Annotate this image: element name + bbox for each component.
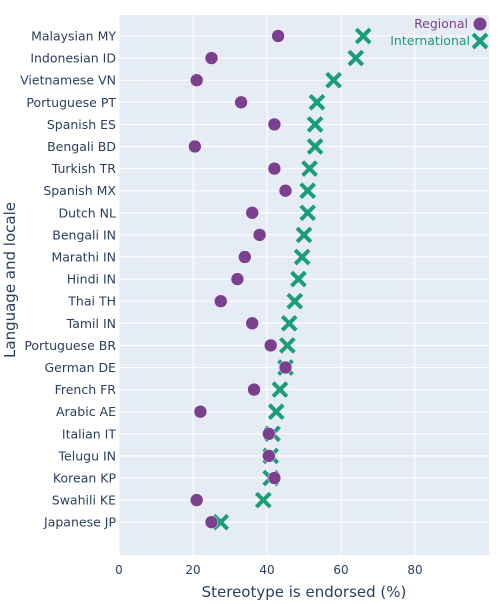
regional-point xyxy=(267,117,282,132)
y-tick-label: Japanese JP xyxy=(43,515,116,530)
regional-point xyxy=(189,73,204,87)
regional-point xyxy=(263,338,278,353)
x-marker-stroke xyxy=(290,270,307,288)
y-tick-label: Tamil IN xyxy=(66,316,116,331)
regional-point xyxy=(204,51,219,65)
international-point xyxy=(290,270,307,288)
x-marker-stroke xyxy=(306,138,324,155)
regional-point xyxy=(267,471,282,485)
y-tick-label: Portuguese BR xyxy=(24,338,116,353)
x-tick-label: 80 xyxy=(407,563,422,577)
international-point xyxy=(267,403,285,421)
x-marker-stroke xyxy=(254,491,272,509)
x-marker-stroke xyxy=(301,160,318,177)
international-point xyxy=(279,337,296,354)
y-tick-label: Swahili KE xyxy=(52,493,116,508)
x-tick-label: 20 xyxy=(185,563,200,577)
regional-point xyxy=(234,95,248,110)
y-tick-label: Hindi IN xyxy=(67,272,116,287)
y-tick-label: Marathi IN xyxy=(51,250,116,265)
regional-point xyxy=(230,272,245,286)
international-point xyxy=(306,116,324,133)
regional-point xyxy=(252,228,267,242)
x-marker-stroke xyxy=(295,226,313,244)
x-marker-stroke xyxy=(267,403,285,421)
international-point xyxy=(301,160,318,177)
regional-point xyxy=(214,294,228,308)
international-point xyxy=(271,381,289,398)
regional-point xyxy=(278,183,293,198)
regional-point xyxy=(262,449,276,463)
y-tick-label: Spanish ES xyxy=(47,117,116,132)
international-point xyxy=(299,204,317,222)
international-point xyxy=(306,138,324,155)
y-tick-label: Korean KP xyxy=(53,471,117,486)
y-tick-label: French FR xyxy=(55,382,117,397)
y-tick-label: Italian IT xyxy=(62,426,116,441)
y-tick-label: Arabic AE xyxy=(56,404,116,419)
x-marker-stroke xyxy=(299,204,317,222)
regional-point xyxy=(262,427,276,441)
international-point xyxy=(293,248,311,266)
x-marker-stroke xyxy=(293,248,311,266)
y-tick-label: Bengali BD xyxy=(47,139,116,154)
legend-marker-regional xyxy=(473,17,487,31)
x-marker-stroke xyxy=(286,292,304,310)
international-point xyxy=(354,27,372,45)
international-point xyxy=(280,314,298,332)
x-marker-stroke xyxy=(306,116,324,133)
y-tick-label: Thai TH xyxy=(67,294,116,309)
regional-point xyxy=(245,206,259,220)
international-point xyxy=(325,71,342,89)
regional-point xyxy=(271,29,285,43)
international-point xyxy=(299,182,317,200)
regional-point xyxy=(267,161,282,176)
y-axis-title: Language and locale xyxy=(1,202,19,358)
x-marker-stroke xyxy=(280,314,298,332)
x-marker-stroke xyxy=(354,27,372,45)
regional-point xyxy=(204,515,219,529)
regional-point xyxy=(278,360,293,375)
y-tick-label: German DE xyxy=(44,360,116,375)
x-tick-label: 0 xyxy=(115,563,123,577)
y-tick-label: Turkish TR xyxy=(51,161,117,176)
x-marker-stroke xyxy=(279,337,296,354)
x-tick-label: 40 xyxy=(259,563,274,577)
legend-label-regional: Regional xyxy=(414,16,468,31)
legend: Regional International xyxy=(390,16,489,50)
y-tick-label: Vietnamese VN xyxy=(20,73,116,88)
y-tick-label: Dutch NL xyxy=(58,205,116,220)
regional-point xyxy=(245,316,259,331)
y-tick-label: Indonesian ID xyxy=(30,51,116,66)
y-tick-label: Malaysian MY xyxy=(31,29,116,44)
international-point xyxy=(254,491,272,509)
x-marker-stroke xyxy=(308,93,326,111)
y-tick-label: Telugu IN xyxy=(58,448,116,463)
x-marker-stroke xyxy=(271,381,289,398)
y-tick-label: Bengali IN xyxy=(52,227,116,242)
x-marker-stroke xyxy=(299,182,317,200)
regional-point xyxy=(238,250,252,264)
x-axis-title: Stereotype is endorsed (%) xyxy=(202,583,407,600)
y-tick-label: Spanish MX xyxy=(43,183,116,198)
international-point xyxy=(347,49,365,67)
international-point xyxy=(286,292,304,310)
x-marker-stroke xyxy=(347,49,365,67)
legend-label-international: International xyxy=(390,33,470,48)
x-tick-label: 60 xyxy=(333,563,348,577)
y-tick-label: Portuguese PT xyxy=(26,95,116,110)
international-point xyxy=(295,226,313,244)
regional-point xyxy=(189,493,204,507)
regional-point xyxy=(188,139,202,154)
x-marker-stroke xyxy=(325,71,342,89)
international-point xyxy=(308,93,326,111)
regional-point xyxy=(193,404,208,419)
regional-point xyxy=(247,382,261,397)
x-marker-stroke xyxy=(471,32,489,50)
legend-marker-international xyxy=(471,32,489,50)
